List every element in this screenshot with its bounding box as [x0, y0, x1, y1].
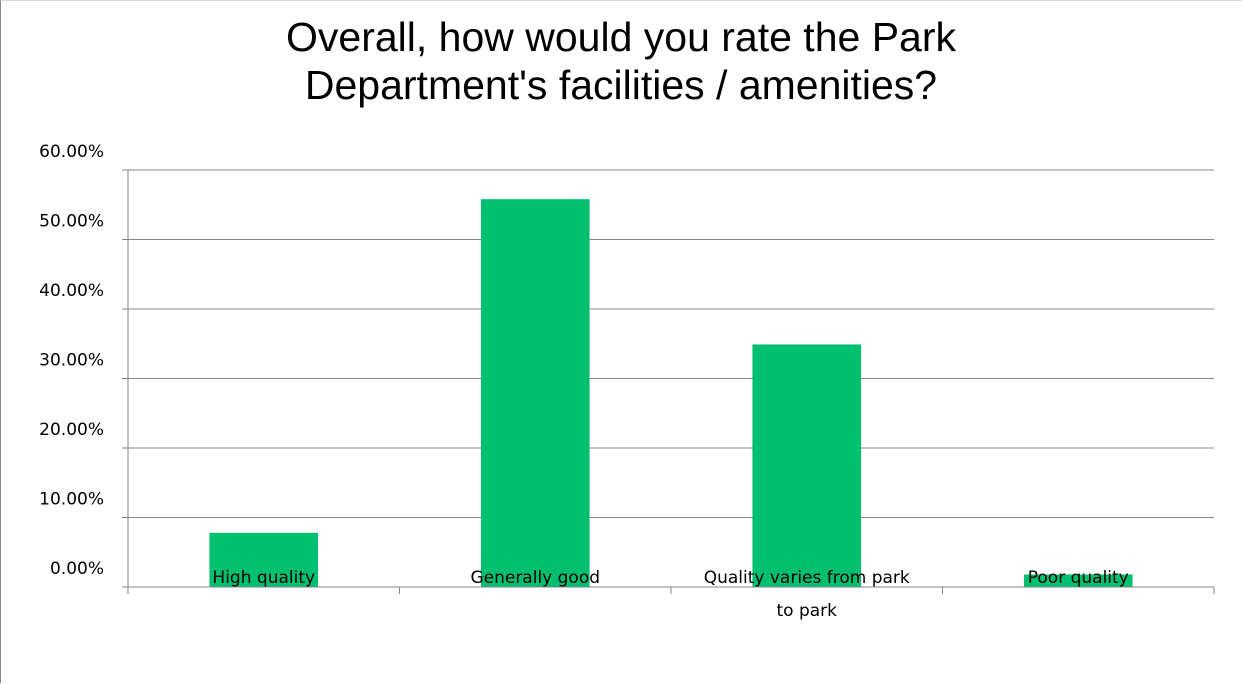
x-tick-label: Poor quality	[1028, 568, 1129, 588]
x-tick-label: Quality varies from park	[704, 568, 910, 588]
y-tick-label: 60.00%	[39, 142, 104, 162]
y-tick-label: 40.00%	[39, 281, 104, 301]
bar	[1023, 574, 1133, 587]
y-tick-label: 30.00%	[39, 351, 104, 371]
bar	[480, 199, 590, 587]
y-tick-label: 50.00%	[39, 212, 104, 232]
y-tick-label: 0.00%	[50, 559, 104, 579]
x-tick-label: to park	[776, 601, 837, 621]
x-tick-label: High quality	[212, 568, 315, 588]
bar	[209, 532, 319, 587]
y-tick-label: 10.00%	[39, 490, 104, 510]
x-tick-label: Generally good	[470, 568, 600, 588]
bar	[752, 344, 862, 587]
y-tick-label: 20.00%	[39, 420, 104, 440]
chart-title: Overall, how would you rate the Park Dep…	[286, 14, 956, 108]
